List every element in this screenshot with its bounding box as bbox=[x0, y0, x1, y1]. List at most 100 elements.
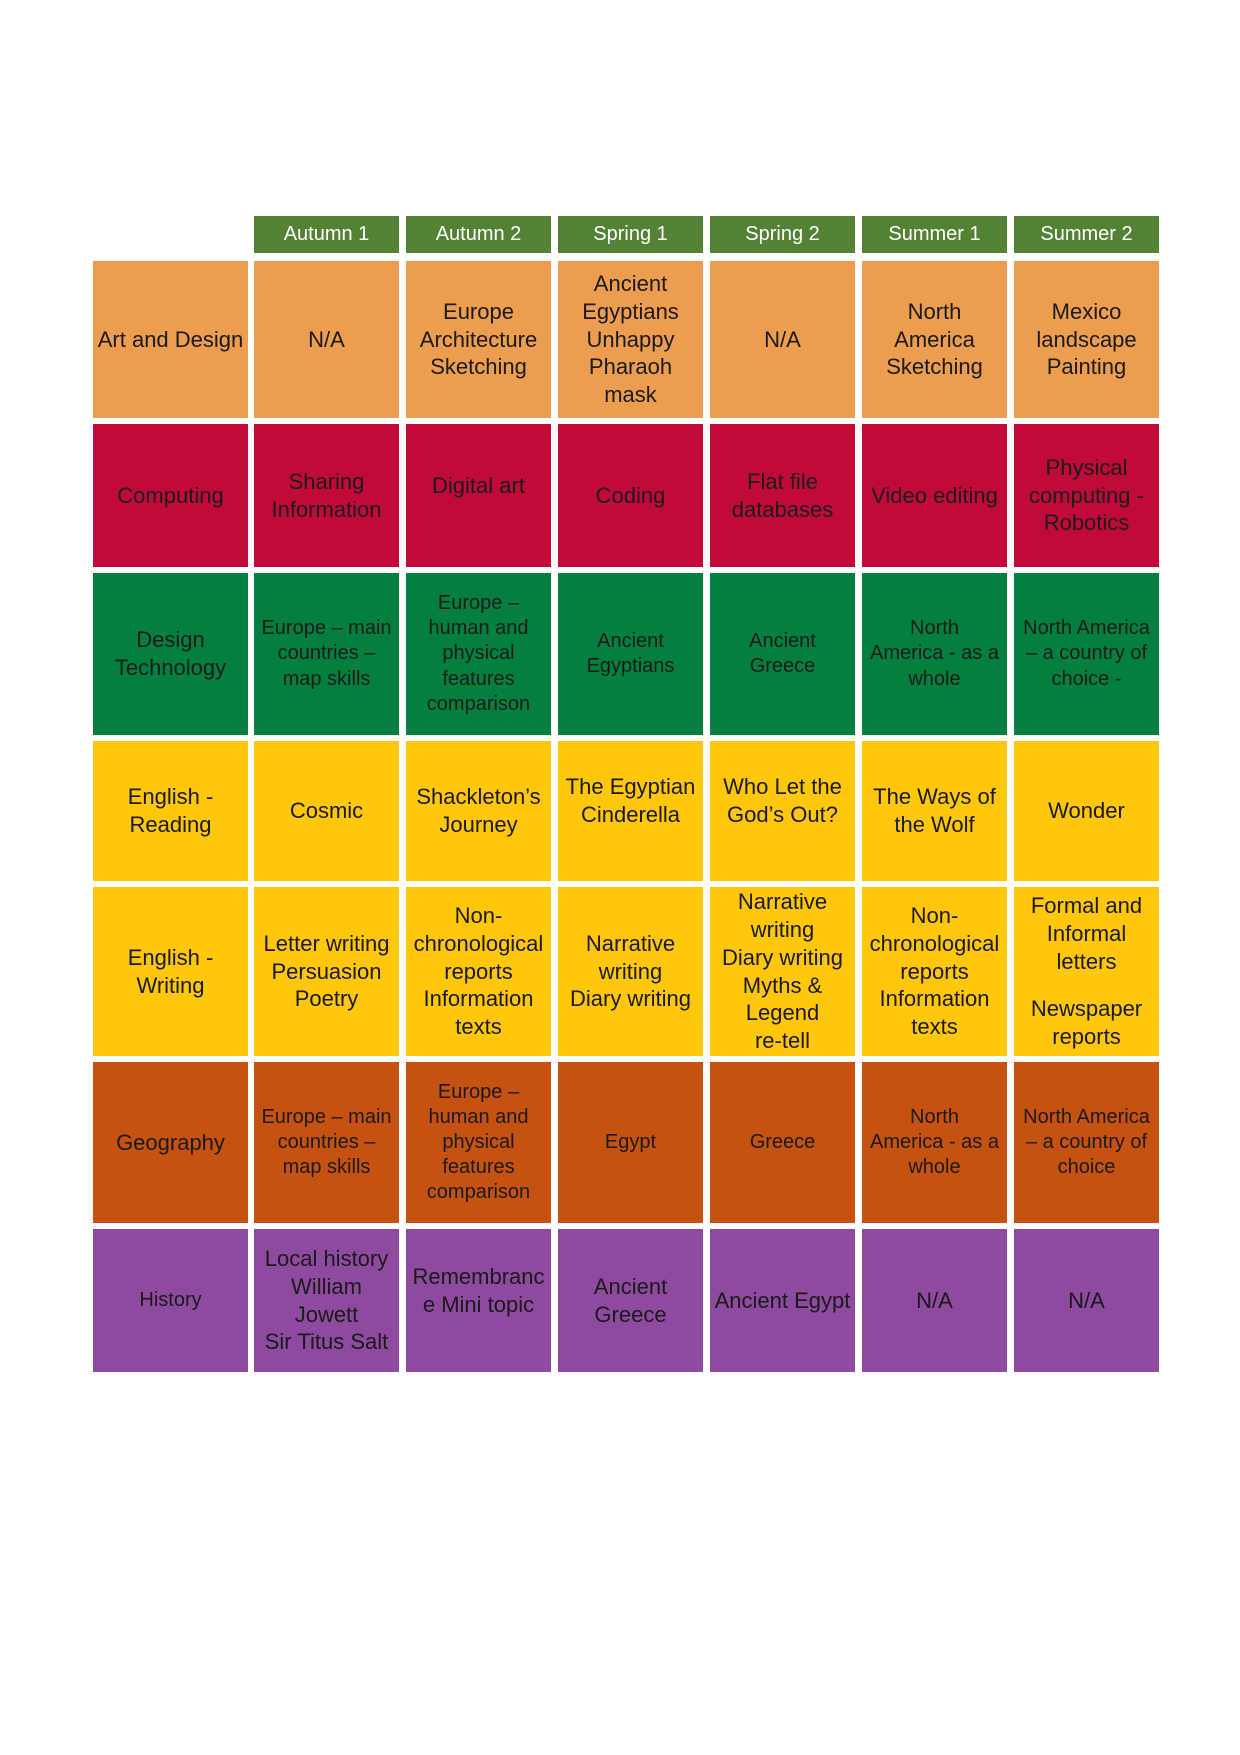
cell-text-line: Greece bbox=[749, 1130, 816, 1153]
cell-text-line: texts bbox=[911, 1014, 958, 1040]
cell-text-line: Informal bbox=[1046, 921, 1127, 947]
cell-text-line: N/A bbox=[1068, 1287, 1105, 1313]
cell-text-line: mask bbox=[604, 382, 657, 408]
cell-text-line: the Wolf bbox=[894, 812, 975, 837]
topic-cell: Coding bbox=[558, 424, 703, 567]
cell-text-line: Remembranc bbox=[412, 1263, 545, 1289]
cell-text-line: Ancient bbox=[593, 271, 668, 297]
cell-text-line: Non- bbox=[454, 903, 503, 929]
cell-text-line: countries – bbox=[277, 642, 376, 665]
cell-text-line: physical bbox=[442, 642, 515, 665]
topic-cell: North America - as a whole bbox=[862, 573, 1007, 735]
cell-text-line: – a country of bbox=[1025, 1130, 1148, 1153]
cell-text-line: map skills bbox=[282, 667, 371, 690]
cell-text-line: choice - bbox=[1051, 667, 1122, 690]
topic-cell: Local history William Jowett Sir Titus Salt bbox=[254, 1229, 399, 1372]
cell-text-line: English - bbox=[127, 784, 214, 810]
topic-cell: Non-chronological reports Information texts bbox=[862, 887, 1007, 1056]
cell-text-line: countries – bbox=[277, 1130, 376, 1153]
cell-text-line: texts bbox=[455, 1014, 502, 1040]
term-header-label: Summer 2 bbox=[1040, 222, 1133, 245]
cell-text-line: writing bbox=[598, 958, 663, 984]
cell-text-line: Cosmic bbox=[289, 798, 364, 824]
cell-text-line: Greece bbox=[749, 655, 816, 677]
topic-cell: North America - as a whole bbox=[862, 1062, 1007, 1223]
cell-text-line: whole bbox=[908, 1156, 961, 1179]
cell-text-line: Egyptians bbox=[582, 298, 679, 324]
cell-text-line: Art and Design bbox=[97, 326, 244, 352]
cell-text-line: reports bbox=[900, 958, 969, 984]
cell-text-line: computing - bbox=[1029, 482, 1144, 508]
cell-text-line: Architecture bbox=[419, 326, 538, 352]
term-header: Spring 1 bbox=[558, 216, 703, 253]
cell-text-line: Greece bbox=[594, 1301, 667, 1327]
cell-text-line: N/A bbox=[764, 326, 801, 352]
topic-cell: Ancient Greece bbox=[710, 573, 855, 735]
cell-text-line: Local history bbox=[264, 1246, 389, 1272]
cell-text-line: Diary writing bbox=[569, 986, 692, 1012]
cell-text-line: Diary writing bbox=[721, 944, 844, 970]
cell-text-line: – a country of bbox=[1025, 642, 1148, 665]
cell-text-line: Painting bbox=[1046, 354, 1127, 380]
cell-text-line: Coding bbox=[595, 482, 666, 508]
topic-cell: Europe Architecture Sketching bbox=[406, 261, 551, 418]
subject-cell: Design Technology bbox=[93, 573, 248, 735]
cell-text-line: writing bbox=[750, 917, 815, 943]
cell-text-line: The Egyptian bbox=[565, 774, 696, 800]
cell-text-line: Persuasion bbox=[271, 958, 382, 984]
topic-cell: Physical computing - Robotics bbox=[1014, 424, 1159, 567]
cell-text-line: re-tell bbox=[754, 1027, 810, 1053]
cell-text-line: Formal and bbox=[1030, 893, 1143, 919]
cell-text-line: comparison bbox=[426, 692, 531, 715]
cell-text-line: Ancient bbox=[593, 1273, 668, 1299]
topic-cell: Ancient Egypt bbox=[710, 1229, 855, 1372]
term-header-label: Summer 1 bbox=[888, 222, 981, 245]
cell-text-line: Europe bbox=[443, 298, 514, 324]
cell-text-line: Legend bbox=[745, 1000, 820, 1026]
cell-text-line: History bbox=[139, 1288, 202, 1311]
cell-text-line: Sir Titus Salt bbox=[264, 1329, 389, 1355]
topic-cell: Non-chronological reports Information texts bbox=[406, 887, 551, 1056]
cell-text-line: map skills bbox=[282, 1156, 371, 1179]
term-header: Autumn 1 bbox=[254, 216, 399, 253]
cell-text-line: America - as a bbox=[870, 642, 999, 665]
cell-text-line: Sketching bbox=[886, 354, 983, 380]
term-header: Autumn 2 bbox=[406, 216, 551, 253]
cell-text-line: reports bbox=[1052, 1023, 1121, 1049]
cell-text-line: God’s Out? bbox=[727, 802, 838, 828]
cell-text-line: N/A bbox=[308, 326, 345, 352]
cell-text-line: Computing bbox=[117, 482, 224, 508]
topic-cell: Egypt bbox=[558, 1062, 703, 1223]
cell-text-line: Video editing bbox=[871, 482, 998, 508]
topic-cell: Cosmic bbox=[254, 741, 399, 881]
cell-text-line: Flat file bbox=[747, 468, 818, 494]
topic-cell: Shackleton’s Journey bbox=[406, 741, 551, 881]
subject-cell: English - Writing bbox=[93, 887, 248, 1056]
topic-cell: Ancient Greece bbox=[558, 1229, 703, 1372]
subject-cell: English - Reading bbox=[93, 741, 248, 881]
cell-text-line: North bbox=[907, 298, 962, 324]
cell-text-line: America bbox=[894, 326, 975, 352]
topic-cell: Narrative writing Diary writing bbox=[558, 887, 703, 1056]
cell-text-line: physical bbox=[442, 1130, 515, 1153]
term-header: Spring 2 bbox=[710, 216, 855, 253]
cell-text-line: Who Let the bbox=[723, 774, 842, 800]
cell-text-line: chronological bbox=[869, 930, 1000, 956]
cell-text-line: Geography bbox=[116, 1129, 225, 1155]
cell-text-line: Sketching bbox=[430, 354, 527, 380]
cell-text-line: Digital art bbox=[432, 472, 525, 498]
topic-cell: Europe – main countries – map skills bbox=[254, 1062, 399, 1223]
cell-text-line: Unhappy bbox=[586, 326, 675, 352]
cell-text-line: whole bbox=[908, 667, 961, 690]
cell-text-line: America - as a bbox=[870, 1130, 999, 1153]
topic-cell: N/A bbox=[862, 1229, 1007, 1372]
cell-text-line: Europe – bbox=[437, 1080, 520, 1103]
cell-text-line: human and bbox=[428, 617, 529, 640]
cell-text-line: Egyptians bbox=[586, 655, 675, 677]
cell-text-line: Europe – main bbox=[261, 1105, 392, 1128]
cell-text-line: chronological bbox=[413, 930, 544, 956]
topic-cell: Ancient Egyptians bbox=[558, 573, 703, 735]
topic-cell: Mexico landscape Painting bbox=[1014, 261, 1159, 418]
topic-cell: N/A bbox=[254, 261, 399, 418]
